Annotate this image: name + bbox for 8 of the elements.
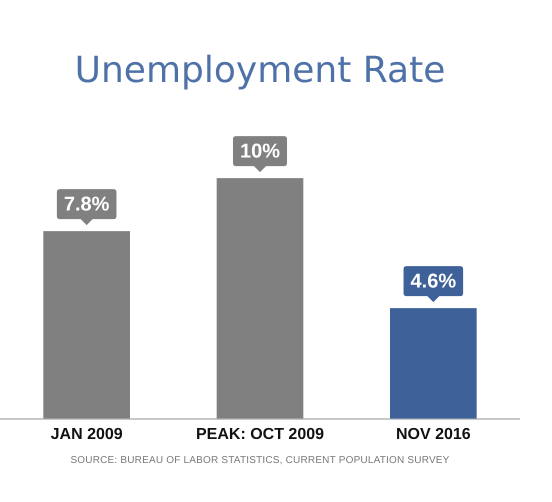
chart-title: Unemployment Rate	[74, 50, 446, 91]
x-tick-label: PEAK: OCT 2009	[196, 426, 324, 443]
data-label: 7.8%	[64, 194, 110, 216]
x-tick-label: JAN 2009	[50, 426, 123, 443]
data-label: 4.6%	[410, 270, 456, 293]
source-note: SOURCE: BUREAU OF LABOR STATISTICS, CURRENT POPULATION SURVEY	[69, 455, 451, 466]
x-tick-label: NOV 2016	[396, 426, 471, 443]
data-label: 10%	[240, 140, 280, 163]
